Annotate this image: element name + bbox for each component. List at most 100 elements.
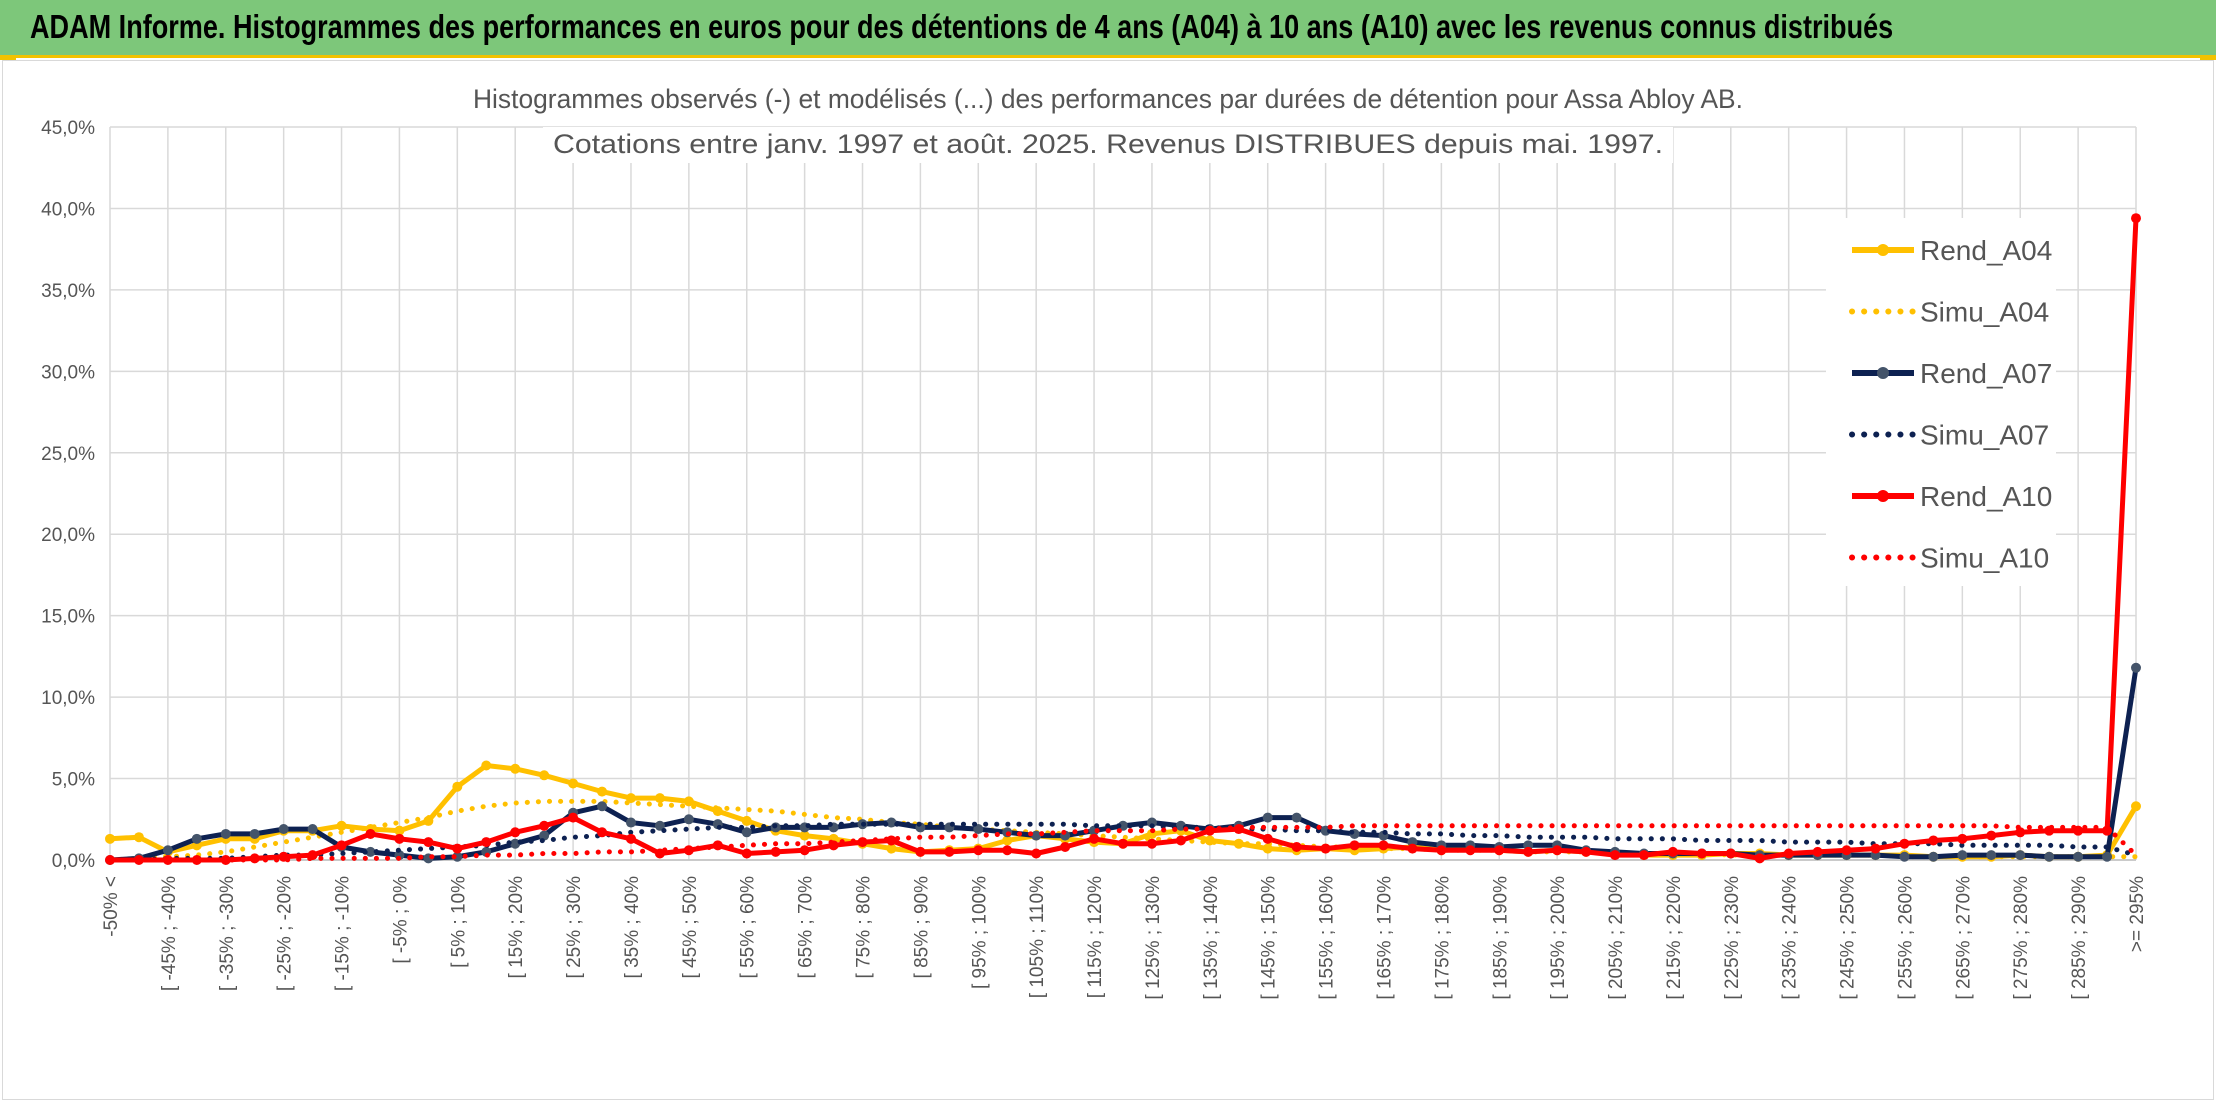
x-tick-label: [ 55% ; 60% <box>738 876 759 979</box>
rend-a10-point <box>973 845 984 856</box>
rend-a07-point <box>1031 830 1042 841</box>
x-tick-label: [ 265% ; 270% <box>1953 876 1974 1000</box>
rend-a10-point <box>1638 850 1649 861</box>
x-tick-label: [ 75% ; 80% <box>854 876 875 979</box>
x-tick-label: [ 165% ; 170% <box>1374 876 1395 1000</box>
banner-corner-left <box>0 55 16 60</box>
rend-a10-point <box>1928 835 1939 846</box>
rend-a10-point <box>423 837 434 848</box>
rend-a07-point <box>597 801 608 812</box>
rend-a04-point <box>105 833 115 844</box>
rend-a10-point <box>625 833 636 844</box>
rend-a04-point <box>886 843 897 854</box>
y-tick-label: 35,0% <box>41 281 95 302</box>
y-tick-label: 15,0% <box>41 607 95 628</box>
rend-a10-point <box>481 837 492 848</box>
rend-a10-point <box>2131 213 2141 224</box>
rend-a07-point <box>2102 851 2113 862</box>
rend-a10-point <box>1146 838 1157 849</box>
rend-a04-point <box>597 786 608 797</box>
rend-a04-point <box>799 830 810 841</box>
report-title: ADAM Informe. Histogrammes des performan… <box>30 8 1894 45</box>
x-tick-label: [ 235% ; 240% <box>1780 876 1801 1000</box>
x-tick-label: [ 35% ; 40% <box>622 876 643 979</box>
rend-a10-point <box>1725 848 1736 859</box>
x-tick-label: [ 285% ; 290% <box>2069 876 2090 1000</box>
rend-a07-point <box>220 828 231 839</box>
x-tick-label: [ 145% ; 150% <box>1259 876 1280 1000</box>
rend-a10-point <box>1407 843 1418 854</box>
rend-a10-point <box>1841 845 1852 856</box>
x-tick-label: [ 245% ; 250% <box>1838 876 1859 1000</box>
simu-a10-legend-label: Simu_A10 <box>1920 543 2049 574</box>
y-axis: 0,0% 5,0% 10,0% 15,0% 20,0% 25,0% 30,0% 35,0% 40… <box>41 118 95 872</box>
legend: Rend_A04 Simu_A04 Rend_A07 Simu_A07 Rend_A10… <box>1826 218 2056 586</box>
rend-a10-point <box>336 840 347 851</box>
rend-a07-point <box>1957 850 1968 861</box>
rend-a07-point <box>1986 850 1997 861</box>
rend-a07-legend-label: Rend_A07 <box>1920 358 2052 389</box>
rend-a04-point <box>539 770 550 781</box>
x-tick-label: [ 175% ; 180% <box>1432 876 1453 1000</box>
x-tick-label: [ -45% ; -40% <box>159 876 180 991</box>
rend-a10-point <box>133 855 144 865</box>
rend-a10-point <box>1812 846 1823 857</box>
rend-a04-legend-marker <box>1877 244 1889 256</box>
rend-a10-point <box>1002 845 1013 856</box>
x-tick-label: [ 195% ; 200% <box>1548 876 1569 1000</box>
rend-a10-point <box>1291 841 1302 852</box>
rend-a10-point <box>1552 845 1563 856</box>
rend-a07-point <box>2044 851 2055 862</box>
simu-a10-line <box>107 823 2139 863</box>
rend-a04-point <box>654 793 665 804</box>
chart-title-line: Cotations entre janv. 1997 et août. 2025… <box>553 129 1663 159</box>
rend-a07-point <box>1291 812 1302 823</box>
x-tick-label: [ 185% ; 190% <box>1490 876 1511 1000</box>
y-tick-label: 0,0% <box>52 851 95 872</box>
x-tick-label: [ 45% ; 50% <box>680 876 701 979</box>
rend-a10-point <box>886 835 897 846</box>
rend-a10-point <box>770 846 781 857</box>
rend-a10-point <box>1118 838 1128 849</box>
rend-a07-point <box>278 824 289 835</box>
rend-a07-point <box>307 824 318 835</box>
rend-a10-point <box>1667 846 1678 857</box>
rend-a10-point <box>1696 848 1707 859</box>
rend-a07-point <box>249 828 260 839</box>
grid <box>109 126 2137 861</box>
rend-a10-point <box>394 833 405 844</box>
rend-a07-point <box>2015 850 2026 861</box>
y-tick-label: 25,0% <box>41 444 95 465</box>
rend-a10-point <box>1581 846 1592 857</box>
simu-a04-legend-label: Simu_A04 <box>1920 297 2049 328</box>
rend-a10-point <box>1378 840 1389 851</box>
rend-a07-point <box>1118 820 1128 831</box>
rend-a10-point <box>1494 845 1505 856</box>
rend-a10-point <box>365 828 376 839</box>
rend-a10-point <box>915 846 926 857</box>
y-tick-label: 45,0% <box>41 118 95 139</box>
y-tick-label: 20,0% <box>41 525 95 546</box>
rend-a07-point <box>191 833 202 844</box>
banner-corner-right <box>2200 55 2216 60</box>
rend-a07-point <box>654 820 665 831</box>
y-tick-label: 5,0% <box>52 770 95 791</box>
rend-a07-point <box>886 817 897 828</box>
rend-a10-point <box>1899 838 1910 849</box>
rend-a10-point <box>1031 848 1042 859</box>
title-backdrop <box>463 82 1753 118</box>
rend-a04-point <box>683 796 694 807</box>
chart-area <box>2 60 2214 1100</box>
rend-a10-point <box>1320 843 1331 854</box>
rend-a07-point <box>683 814 694 825</box>
rend-a04-point <box>510 763 521 774</box>
x-tick-label: [ 225% ; 230% <box>1722 876 1743 1000</box>
rend-a07-point <box>1928 851 1939 862</box>
rend-a10-point <box>1089 833 1100 844</box>
x-tick-label: [ 255% ; 260% <box>1895 876 1916 1000</box>
rend-a10-point <box>1175 835 1186 846</box>
rend-a10-point <box>1465 845 1476 856</box>
rend-a07-point <box>365 846 376 857</box>
rend-a07-point <box>539 830 550 841</box>
